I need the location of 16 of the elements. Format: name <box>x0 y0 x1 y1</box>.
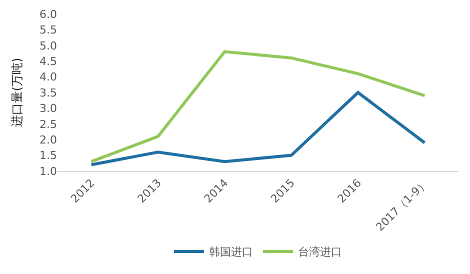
line-series <box>90 50 426 164</box>
y-tick-label: 2.0 <box>40 133 57 146</box>
line-series <box>90 91 426 166</box>
y-tick-label: 1.5 <box>40 149 57 162</box>
y-tick-label: 2.5 <box>40 118 57 131</box>
y-tick-label: 4.0 <box>40 70 57 84</box>
legend-label: 韩国进口 <box>209 246 253 259</box>
y-tick-label: 3.5 <box>40 86 57 100</box>
y-tick-label: 4.5 <box>40 54 57 68</box>
y-tick-label: 6.0 <box>40 8 57 21</box>
y-tick-label: 1.0 <box>40 164 57 178</box>
y-axis-title: 进口量(万吨) <box>10 58 24 128</box>
y-tick-label: 5.5 <box>40 24 57 37</box>
y-tick-label: 5.0 <box>40 39 57 52</box>
y-tick-label: 3.0 <box>40 102 57 116</box>
legend-label: 台湾进口 <box>298 246 342 259</box>
